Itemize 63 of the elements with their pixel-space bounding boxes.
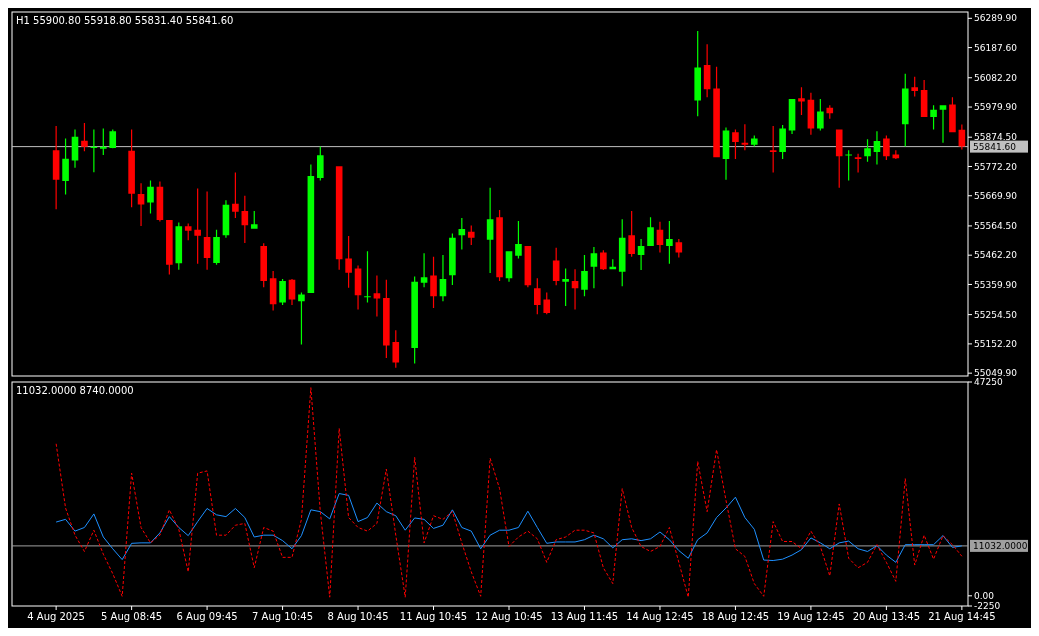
candlestick	[137, 183, 145, 227]
candlestick	[600, 250, 607, 271]
y-tick-label: 55979.90	[974, 102, 1018, 113]
candlestick	[166, 220, 173, 275]
y-tick-label: 55669.90	[974, 190, 1018, 201]
y-tick-label: 55772.20	[974, 161, 1018, 172]
candlestick	[250, 210, 258, 229]
y-tick-label: 56187.60	[974, 42, 1018, 53]
y-tick-label: 55152.20	[974, 339, 1018, 350]
y-tick-label: 55049.90	[974, 368, 1018, 379]
x-tick-label: 20 Aug 13:45	[852, 611, 921, 622]
candlestick	[751, 135, 758, 147]
candlestick	[439, 254, 447, 302]
x-tick-label: 14 Aug 12:45	[626, 611, 694, 622]
y-tick-label: 55254.50	[974, 309, 1018, 320]
candlestick	[373, 275, 381, 317]
candlestick	[854, 153, 862, 173]
ref-line-label: 11032.0000	[973, 541, 1028, 552]
ref-line-label: 55841.60	[973, 141, 1017, 152]
candlestick	[147, 180, 154, 214]
y-tick-label: 55564.50	[974, 221, 1018, 232]
x-tick-label: 7 Aug 10:45	[252, 611, 314, 622]
candlestick	[175, 222, 183, 270]
y-tick-label: 56289.90	[974, 13, 1018, 24]
candlestick	[345, 236, 352, 288]
candlestick	[637, 238, 645, 271]
candlestick	[203, 191, 211, 270]
y-tick-label: 47250	[974, 377, 1003, 388]
y-tick-label: 0.00	[974, 590, 995, 601]
x-tick-label: 4 Aug 2025	[27, 611, 85, 622]
candlestick	[420, 253, 428, 288]
x-tick-label: 13 Aug 11:45	[550, 611, 619, 622]
candlestick	[392, 330, 400, 368]
candlestick	[883, 135, 890, 160]
candlestick	[949, 97, 956, 133]
x-tick-label: 12 Aug 10:45	[475, 611, 543, 622]
candlestick	[109, 129, 117, 149]
candlestick	[779, 125, 786, 160]
x-tick-label: 5 Aug 08:45	[101, 611, 163, 622]
x-tick-label: 8 Aug 10:45	[327, 611, 389, 622]
y-tick-label: 55874.50	[974, 132, 1018, 143]
x-tick-label: 11 Aug 10:45	[399, 611, 468, 622]
candlestick	[939, 105, 947, 143]
candlestick	[260, 243, 267, 288]
x-tick-label: 19 Aug 12:45	[777, 611, 845, 622]
y-tick-label: 55359.90	[974, 279, 1018, 290]
candlestick	[184, 223, 192, 241]
y-tick-label: -2250	[974, 601, 1001, 612]
y-tick-label: 55462.20	[974, 250, 1018, 261]
candlestick	[798, 87, 805, 116]
chart-title: 11032.0000 8740.0000	[16, 385, 134, 396]
x-tick-label: 6 Aug 09:45	[176, 611, 238, 622]
y-tick-label: 56082.20	[974, 72, 1018, 83]
x-tick-label: 18 Aug 12:45	[701, 611, 770, 622]
chart-title: H1 55900.80 55918.80 55831.40 55841.60	[16, 15, 234, 26]
x-tick-label: 21 Aug 14:45	[928, 611, 996, 622]
candlestick	[873, 131, 881, 165]
candlestick	[571, 269, 579, 310]
candlestick	[647, 217, 654, 247]
line-series	[55, 493, 963, 563]
candlestick	[590, 246, 598, 289]
candlestick	[317, 146, 324, 181]
candlestick	[911, 76, 918, 97]
